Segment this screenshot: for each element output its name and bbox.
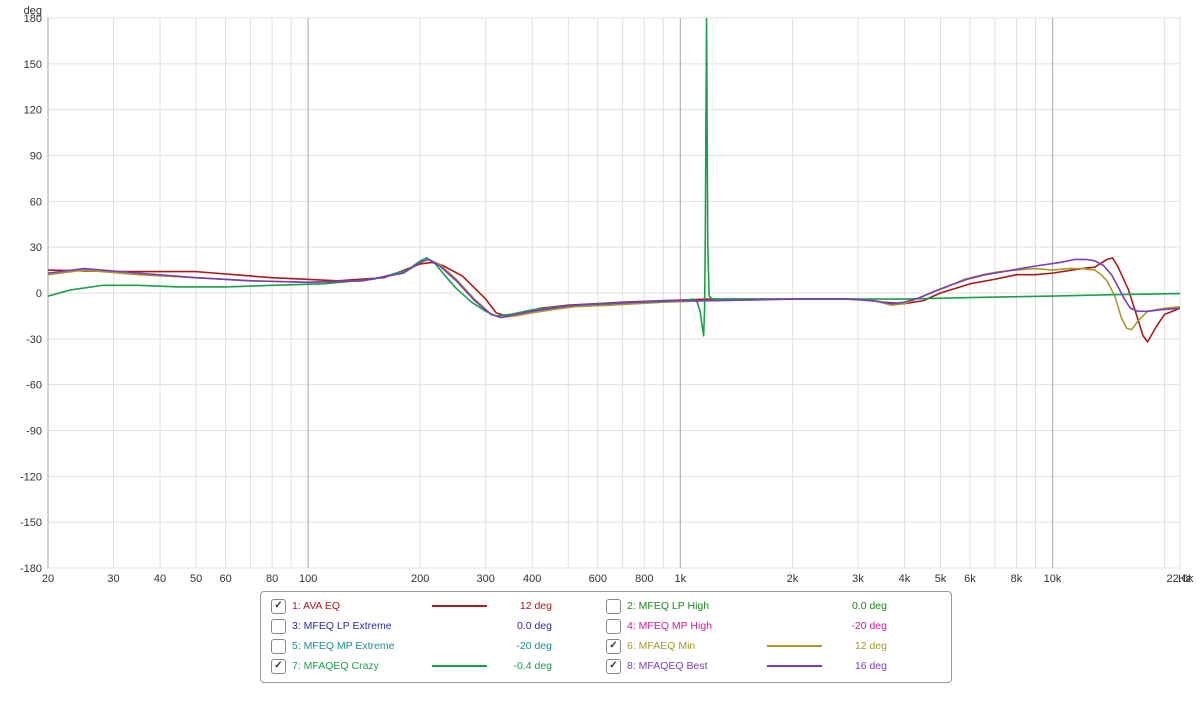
svg-text:-90: -90 [26,426,42,438]
svg-text:3k: 3k [852,573,864,585]
legend-line-sample [432,665,487,667]
legend-item-3[interactable]: 3: MFEQ LP Extreme 0.0 deg [271,616,606,636]
svg-text:2k: 2k [787,573,799,585]
svg-text:10k: 10k [1044,573,1062,585]
svg-text:20: 20 [42,573,54,585]
legend-value: 12 deg [497,600,552,612]
svg-text:30: 30 [30,242,42,254]
svg-text:50: 50 [190,573,202,585]
svg-text:60: 60 [30,196,42,208]
svg-text:40: 40 [154,573,166,585]
legend-line-sample [767,665,822,667]
svg-text:0: 0 [36,288,42,300]
legend-checkbox[interactable] [606,619,621,634]
legend-item-2[interactable]: 2: MFEQ LP High 0.0 deg [606,596,941,616]
legend: 1: AVA EQ12 deg2: MFEQ LP High0.0 deg3: … [260,591,952,683]
legend-checkbox[interactable] [271,639,286,654]
legend-value: -0.4 deg [497,660,552,672]
svg-text:8k: 8k [1011,573,1023,585]
legend-line-sample [767,645,822,647]
svg-text:200: 200 [411,573,429,585]
legend-value: 0.0 deg [497,620,552,632]
legend-label: 8: MFAQEQ Best [627,660,757,672]
svg-text:deg: deg [24,5,42,17]
svg-text:4k: 4k [899,573,911,585]
svg-text:-60: -60 [26,380,42,392]
svg-text:-150: -150 [20,517,42,529]
svg-text:30: 30 [107,573,119,585]
legend-checkbox[interactable] [271,659,286,674]
legend-checkbox[interactable] [271,599,286,614]
legend-line-sample [432,605,487,607]
legend-item-6[interactable]: 6: MFAEQ Min 12 deg [606,636,941,656]
legend-checkbox[interactable] [606,659,621,674]
legend-value: -20 deg [497,640,552,652]
svg-text:400: 400 [523,573,541,585]
legend-checkbox[interactable] [606,599,621,614]
legend-value: 16 deg [832,660,887,672]
svg-text:120: 120 [24,105,42,117]
legend-label: 2: MFEQ LP High [627,600,757,612]
svg-text:6k: 6k [964,573,976,585]
legend-label: 3: MFEQ LP Extreme [292,620,422,632]
legend-line-sample [767,625,822,627]
svg-text:600: 600 [589,573,607,585]
legend-item-8[interactable]: 8: MFAQEQ Best 16 deg [606,656,941,676]
legend-item-5[interactable]: 5: MFEQ MP Extreme -20 deg [271,636,606,656]
legend-item-1[interactable]: 1: AVA EQ 12 deg [271,596,606,616]
legend-label: 1: AVA EQ [292,600,422,612]
svg-text:300: 300 [477,573,495,585]
legend-label: 6: MFAEQ Min [627,640,757,652]
svg-text:Hz: Hz [1178,573,1191,585]
legend-line-sample [432,645,487,647]
svg-text:5k: 5k [935,573,947,585]
legend-item-4[interactable]: 4: MFEQ MP High -20 deg [606,616,941,636]
svg-text:150: 150 [24,59,42,71]
legend-line-sample [767,605,822,607]
legend-line-sample [432,625,487,627]
legend-item-7[interactable]: 7: MFAQEQ Crazy -0.4 deg [271,656,606,676]
svg-text:60: 60 [219,573,231,585]
phase-chart: -180-150-120-90-60-300306090120150180deg… [0,0,1200,705]
legend-label: 4: MFEQ MP High [627,620,757,632]
legend-value: 0.0 deg [832,600,887,612]
legend-label: 7: MFAQEQ Crazy [292,660,422,672]
legend-label: 5: MFEQ MP Extreme [292,640,422,652]
legend-checkbox[interactable] [271,619,286,634]
svg-text:-120: -120 [20,471,42,483]
svg-text:90: 90 [30,151,42,163]
legend-value: 12 deg [832,640,887,652]
legend-value: -20 deg [832,620,887,632]
svg-text:-180: -180 [20,563,42,575]
legend-checkbox[interactable] [606,639,621,654]
svg-text:-30: -30 [26,334,42,346]
svg-text:100: 100 [299,573,317,585]
svg-text:800: 800 [635,573,653,585]
svg-text:1k: 1k [675,573,687,585]
svg-text:80: 80 [266,573,278,585]
